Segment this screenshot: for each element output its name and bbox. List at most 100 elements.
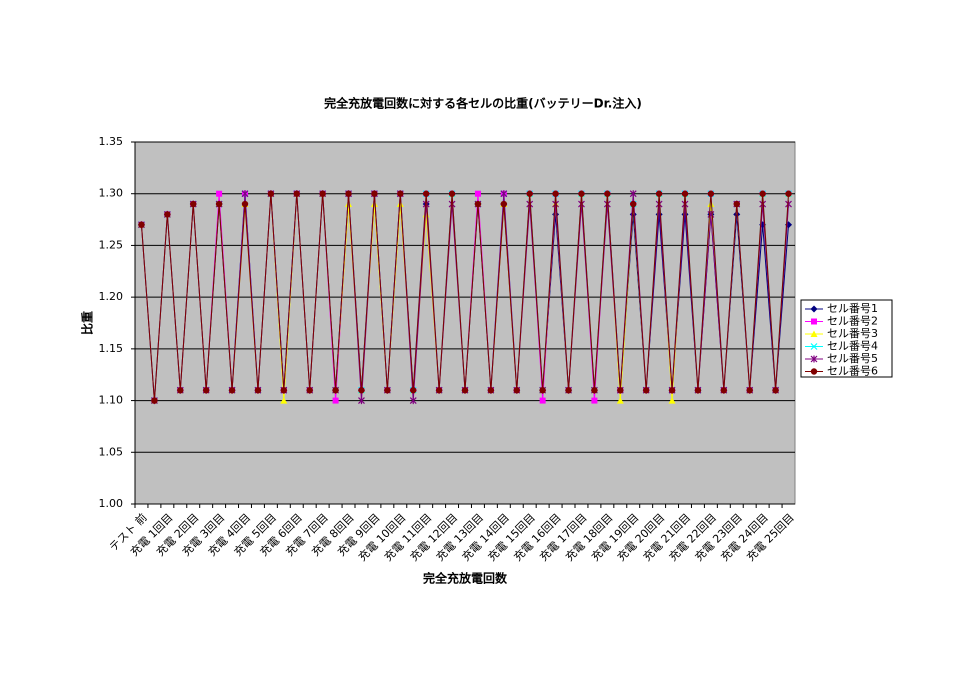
marker	[733, 200, 740, 208]
marker	[332, 387, 339, 394]
legend-label: セル番号3	[827, 327, 878, 340]
marker	[707, 210, 715, 218]
plot-area	[134, 141, 796, 505]
marker	[461, 387, 469, 394]
marker	[526, 190, 533, 197]
marker	[655, 190, 663, 197]
marker	[410, 387, 417, 394]
marker	[552, 190, 559, 197]
y-tick-label: 1.10	[99, 394, 124, 407]
legend-marker	[811, 318, 817, 325]
marker	[448, 200, 456, 208]
marker	[500, 200, 508, 208]
series	[138, 190, 792, 404]
marker	[578, 190, 585, 197]
marker	[397, 190, 404, 197]
marker	[707, 190, 715, 197]
marker	[319, 190, 326, 197]
y-tick-label: 1.15	[99, 342, 124, 355]
marker	[668, 387, 676, 394]
marker	[280, 387, 288, 394]
marker	[785, 190, 792, 197]
marker	[215, 200, 223, 208]
marker	[526, 200, 534, 208]
marker	[642, 387, 650, 394]
marker	[164, 211, 171, 218]
y-tick-label: 1.05	[99, 445, 124, 458]
marker	[720, 387, 728, 394]
legend-label: セル番号4	[827, 340, 878, 353]
marker	[280, 397, 288, 404]
marker	[513, 387, 520, 394]
y-tick-label: 1.25	[99, 238, 124, 251]
marker	[435, 387, 443, 394]
marker	[422, 190, 430, 197]
marker	[629, 190, 637, 198]
marker	[293, 190, 300, 197]
marker	[630, 200, 637, 208]
marker	[474, 190, 481, 197]
marker	[202, 387, 210, 394]
marker	[603, 200, 611, 208]
marker	[474, 200, 482, 208]
marker	[668, 397, 676, 404]
marker	[539, 387, 546, 394]
legend-marker	[810, 343, 818, 350]
marker	[552, 200, 560, 208]
marker	[345, 190, 352, 197]
marker	[177, 387, 184, 394]
marker	[371, 190, 378, 197]
marker	[604, 190, 611, 197]
marker	[617, 387, 624, 394]
marker	[448, 190, 456, 197]
marker	[422, 200, 430, 208]
y-axis-title: 比重	[80, 311, 95, 335]
legend-marker	[810, 305, 818, 313]
legend-marker	[810, 355, 818, 363]
legend-label: セル番号6	[827, 365, 878, 378]
y-tick-label: 1.35	[99, 135, 124, 148]
marker	[216, 190, 223, 197]
legend-label: セル番号5	[827, 352, 878, 365]
marker	[138, 221, 145, 228]
marker	[707, 200, 715, 208]
marker	[409, 397, 417, 405]
marker	[241, 200, 249, 208]
marker	[772, 387, 779, 394]
y-tick-label: 1.20	[99, 290, 124, 303]
marker	[358, 387, 365, 394]
y-tick-label: 1.30	[99, 187, 124, 200]
legend-marker	[810, 368, 818, 375]
marker	[190, 200, 197, 208]
marker	[759, 200, 767, 208]
marker	[694, 387, 702, 394]
y-tick-label: 1.00	[99, 497, 124, 510]
marker	[267, 190, 275, 197]
legend	[800, 299, 893, 378]
marker	[591, 397, 598, 404]
marker	[539, 397, 546, 404]
legend-label: セル番号1	[827, 302, 878, 315]
marker	[578, 200, 585, 208]
marker	[332, 397, 339, 404]
marker	[254, 387, 262, 394]
marker	[241, 190, 249, 198]
marker	[228, 387, 236, 394]
marker	[487, 387, 495, 394]
marker	[500, 190, 508, 198]
marker	[616, 397, 624, 404]
x-axis-title: 完全充放電回数	[423, 571, 508, 586]
marker	[785, 200, 792, 208]
marker	[565, 387, 572, 394]
marker	[759, 190, 766, 197]
marker	[655, 200, 663, 208]
marker	[370, 200, 378, 208]
marker	[733, 210, 741, 218]
marker	[345, 200, 353, 208]
marker	[591, 387, 598, 394]
marker	[358, 397, 365, 405]
marker	[306, 387, 313, 394]
marker	[681, 190, 689, 197]
chart-title: 完全充放電回数に対する各セルの比重(バッテリーDr.注入)	[324, 96, 642, 111]
